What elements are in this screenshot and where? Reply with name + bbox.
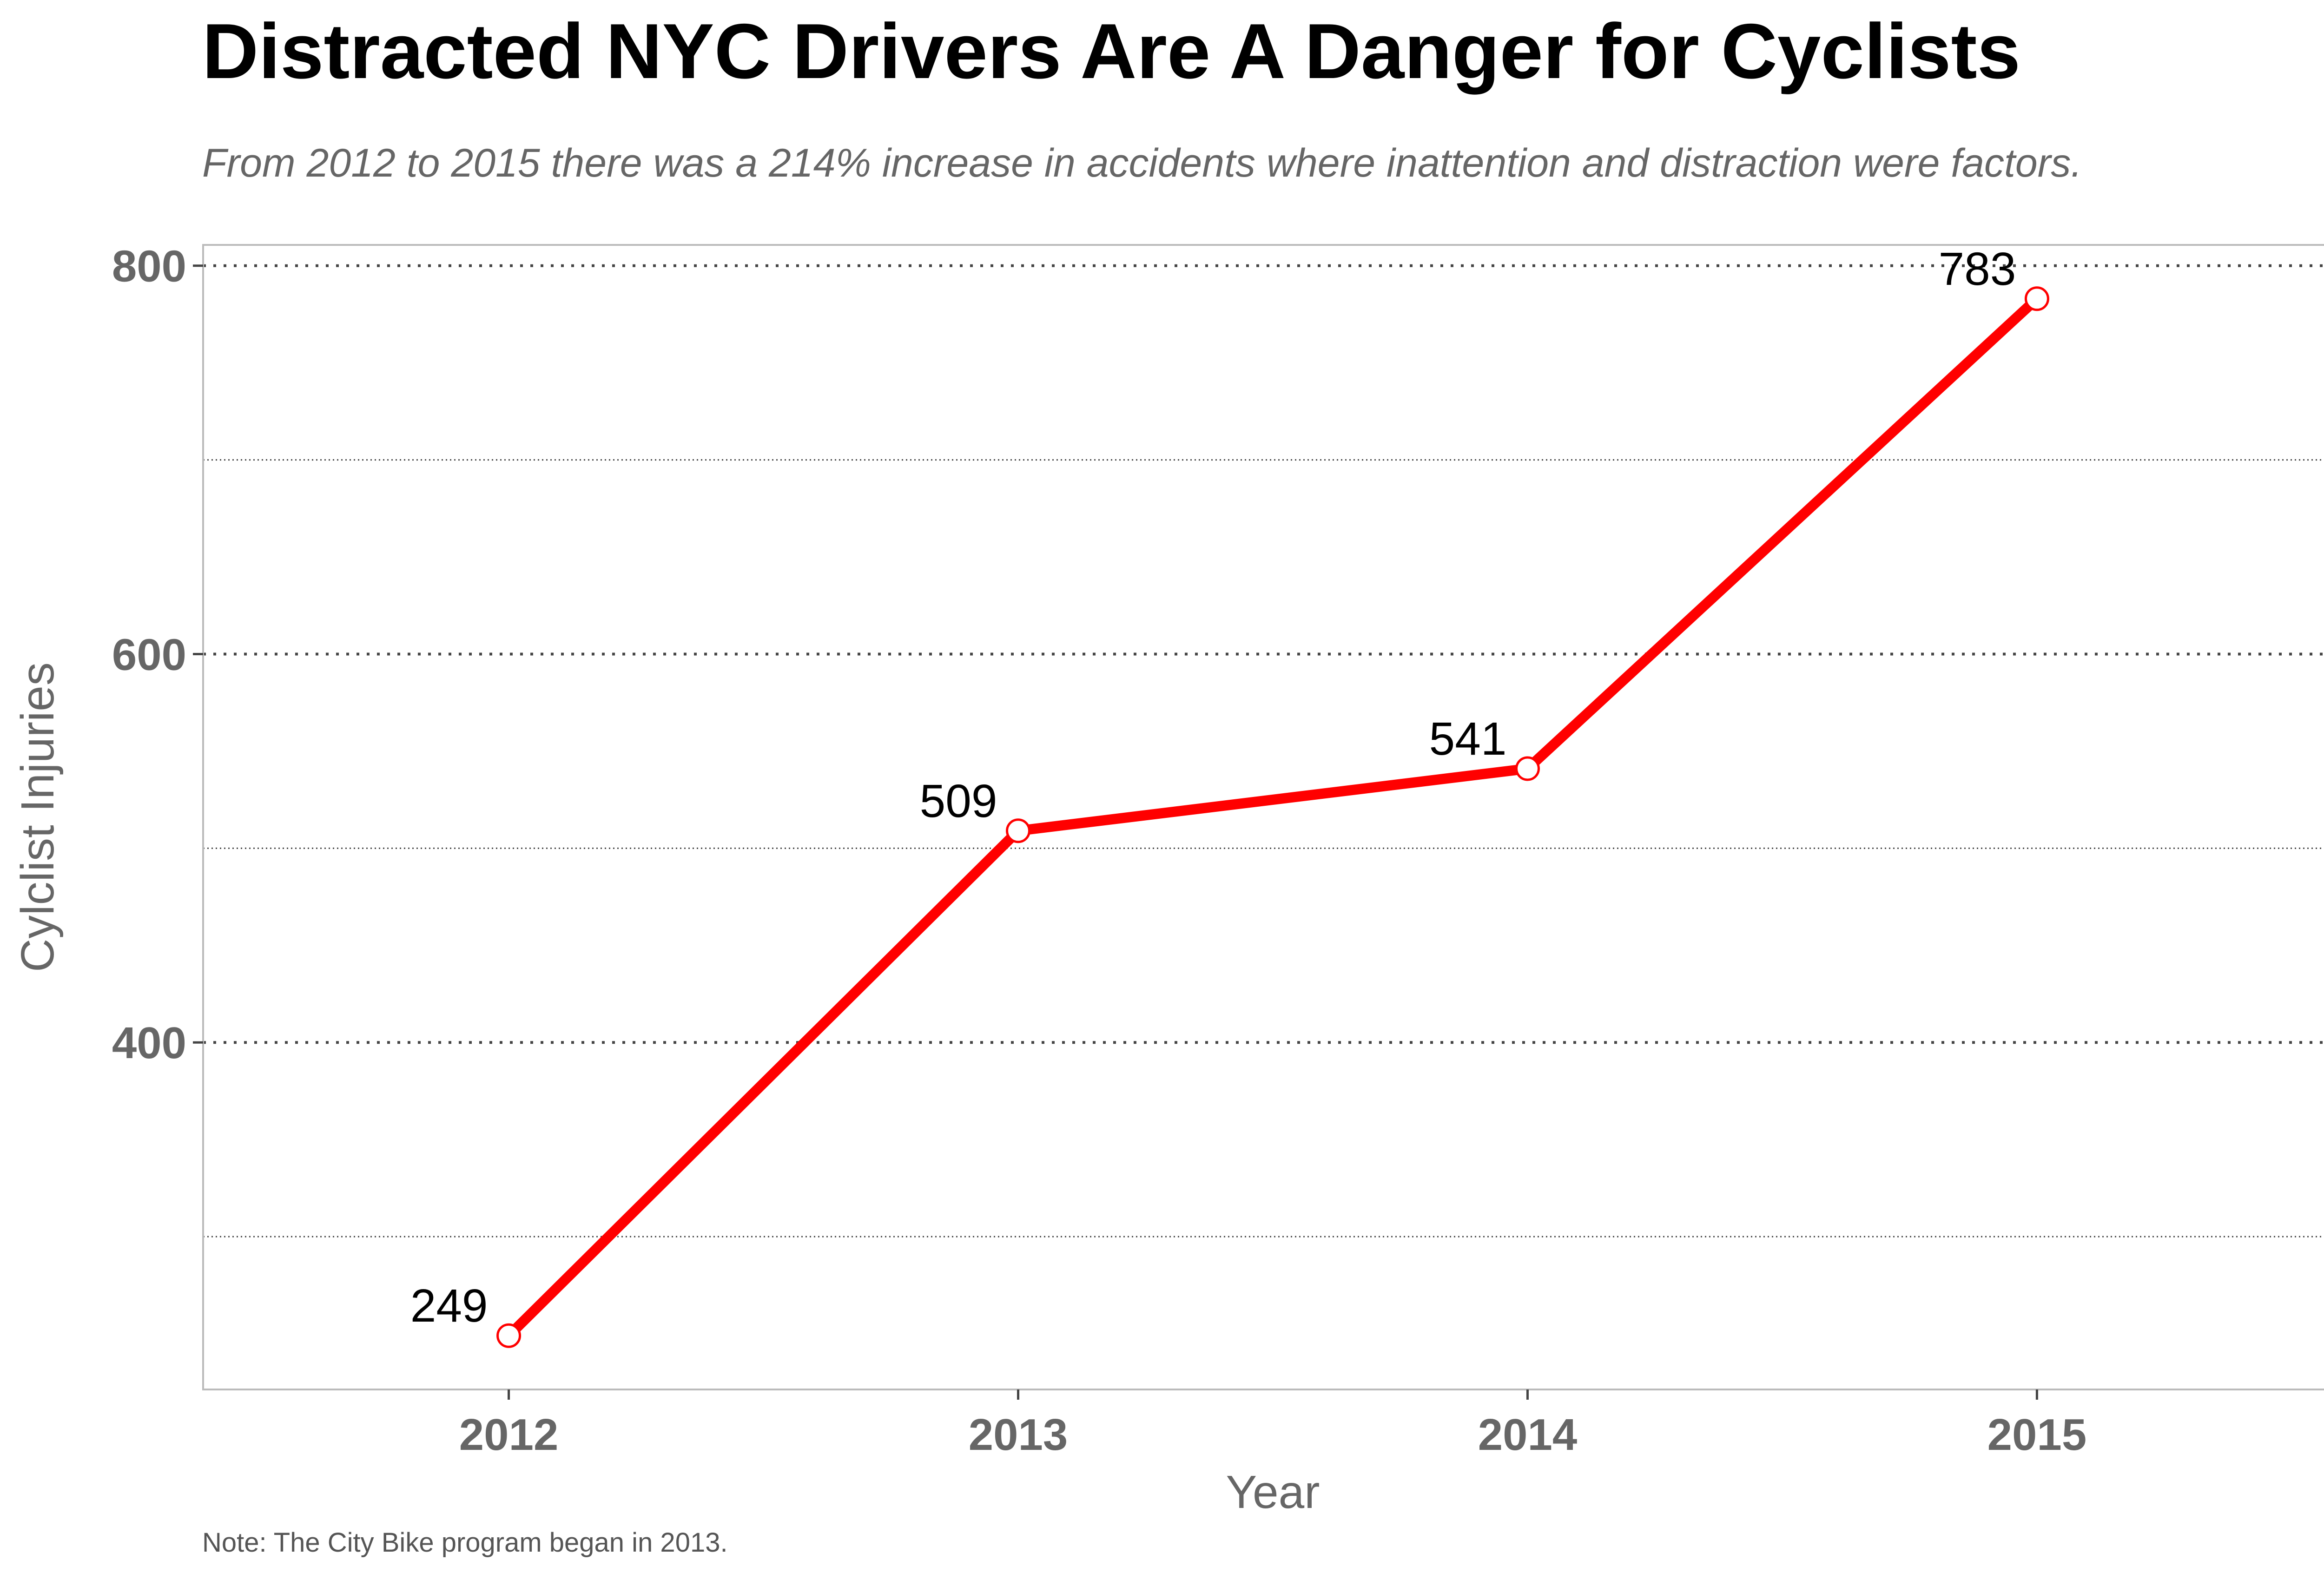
grid-lines <box>203 264 2324 1238</box>
series-layer <box>496 286 2049 1348</box>
data-point <box>1515 756 1540 781</box>
data-point <box>496 1323 522 1348</box>
chart-note: Note: The City Bike program began in 201… <box>202 1527 728 1558</box>
data-label: 509 <box>920 775 997 827</box>
x-axis: 2012 2013 2014 2015 <box>459 1389 2086 1460</box>
data-label: 783 <box>1939 243 2016 295</box>
data-labels: 249 509 541 783 <box>410 243 2016 1332</box>
y-tick-label: 800 <box>112 242 186 291</box>
data-label: 249 <box>410 1280 488 1332</box>
x-axis-title: Year <box>1226 1466 1320 1518</box>
panel-border <box>202 244 2324 1390</box>
y-tick-label: 400 <box>112 1018 186 1068</box>
series-line <box>503 293 2042 1341</box>
y-tick-label: 600 <box>112 630 186 679</box>
x-tick-label: 2014 <box>1478 1410 1578 1460</box>
chart-subtitle: From 2012 to 2015 there was a 214% incre… <box>202 141 2082 185</box>
x-tick-label: 2012 <box>459 1410 559 1460</box>
x-tick-label: 2015 <box>1987 1410 2087 1460</box>
x-tick-label: 2013 <box>969 1410 1068 1460</box>
data-point <box>1006 818 1031 843</box>
data-point <box>2024 286 2049 311</box>
y-axis-title: Cylclist Injuries <box>12 662 64 972</box>
y-axis: 400 600 800 <box>112 242 203 1068</box>
chart-title: Distracted NYC Drivers Are A Danger for … <box>202 7 2020 95</box>
data-label: 541 <box>1429 713 1507 765</box>
